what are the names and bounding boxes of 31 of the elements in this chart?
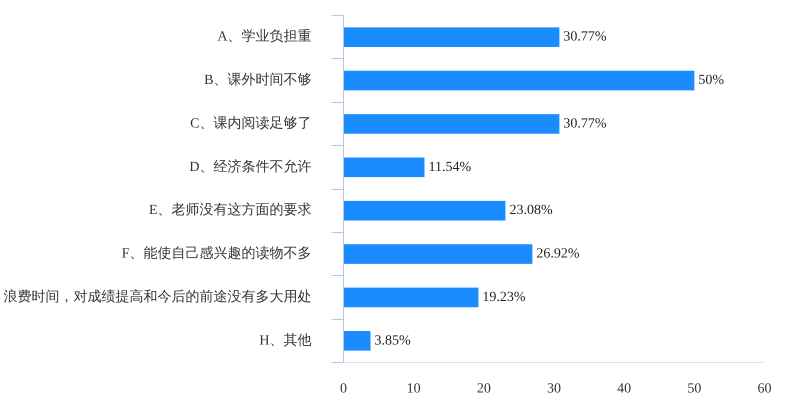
x-tick-label: 60 — [758, 382, 772, 395]
data-label: 26.92% — [536, 246, 580, 262]
bar — [344, 331, 371, 351]
y-tick-label: F、能使自己感兴趣的读物不多 — [122, 246, 312, 262]
x-tick-label: 20 — [476, 382, 491, 395]
x-tick-label: 30 — [547, 382, 561, 395]
data-label: 23.08% — [509, 203, 553, 218]
data-label: 11.54% — [428, 160, 472, 175]
data-label: 19.23% — [482, 290, 526, 305]
y-tick-label: B、课外时间不够 — [204, 72, 312, 88]
data-label: 50% — [698, 73, 724, 88]
bar — [344, 200, 506, 220]
y-tick-label: H、其他 — [259, 332, 312, 348]
data-label: 30.77% — [563, 116, 607, 132]
y-tick-label: A、学业负担重 — [217, 28, 312, 45]
bar — [344, 114, 560, 134]
y-tick-label: C、课内阅读足够了 — [190, 115, 312, 132]
x-tick-label: 0 — [340, 382, 347, 395]
x-tick-label: 40 — [617, 382, 632, 395]
data-label: 30.77% — [563, 30, 607, 45]
bar — [344, 288, 478, 308]
y-tick-label: 浪费时间，对成绩提高和今后的前途没有多大用处 — [4, 288, 312, 305]
bar — [344, 70, 694, 90]
x-tick-label: 50 — [687, 382, 702, 395]
y-tick-label: E、老师没有这方面的要求 — [148, 202, 312, 218]
x-tick-label: 10 — [406, 382, 421, 395]
bar — [344, 158, 424, 178]
bar — [344, 244, 532, 264]
data-label: 3.85% — [374, 333, 412, 348]
y-tick-label: D、经济条件不允许 — [189, 158, 312, 175]
bar — [344, 27, 560, 47]
